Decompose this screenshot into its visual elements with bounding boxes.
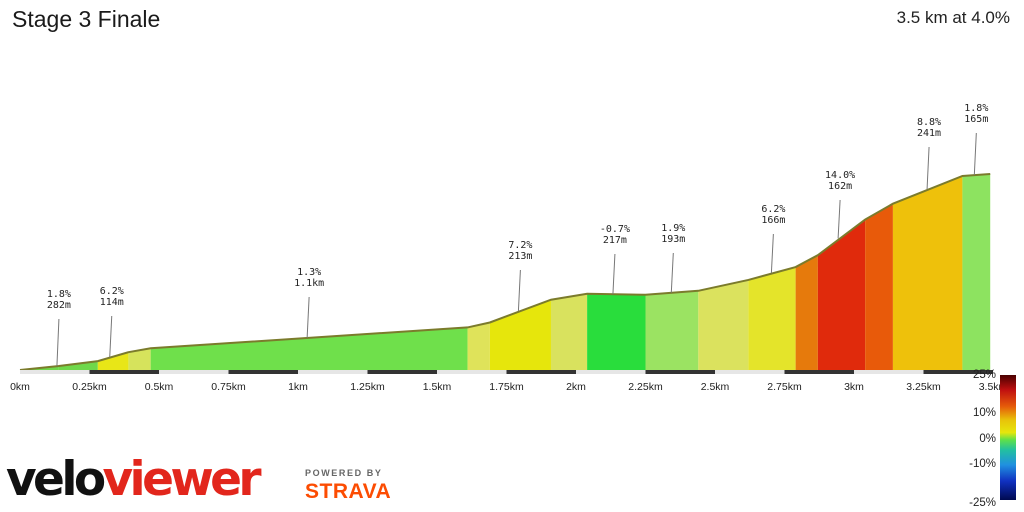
chart-title: Stage 3 Finale [12, 6, 161, 32]
annotation-length: 1.1km [294, 278, 324, 289]
profile-segment [97, 352, 129, 370]
annotation-grade: 1.8% [47, 289, 71, 300]
annotation-leader [306, 296, 310, 338]
axis-block [923, 370, 993, 374]
profile-segment [795, 255, 818, 370]
annotation-leader [612, 253, 616, 295]
logo-viewer: viewer [102, 452, 262, 507]
annotation-length: 162m [828, 181, 852, 192]
annotation-length: 241m [917, 128, 941, 139]
x-tick-label: 1.5km [423, 381, 452, 393]
legend-label: 0% [979, 433, 996, 445]
axis-block [298, 370, 368, 374]
x-tick-label: 3.25km [906, 381, 941, 393]
profile-segment [748, 267, 796, 370]
strava-logo: STRAVA [305, 480, 392, 503]
annotation-length: 193m [661, 234, 685, 245]
grade-annotations: 1.8%282m6.2%114m1.3%1.1km7.2%213m-0.7%21… [47, 103, 988, 367]
axis-block [715, 370, 785, 374]
gradient-legend-labels: 25% 10% 0% -10% -25% [969, 369, 996, 509]
legend-label: -25% [969, 497, 996, 509]
axis-block [89, 370, 159, 374]
profile-segment [698, 279, 749, 370]
annotation-grade: 6.2% [100, 286, 124, 297]
profile-segments [20, 174, 991, 370]
axis-block [645, 370, 715, 374]
x-tick-label: 2.25km [628, 381, 663, 393]
annotation-grade: 14.0% [825, 170, 855, 181]
annotation-leader [56, 318, 60, 367]
annotation-length: 114m [100, 297, 124, 308]
legend-label: 10% [973, 407, 996, 419]
axis-block [228, 370, 298, 374]
annotation-length: 165m [964, 114, 988, 125]
annotation-leader [926, 146, 930, 190]
distance-tick-labels: 0km 0.25km 0.5km 0.75km 1km 1.25km 1.5km 1.75km… [10, 381, 1007, 393]
annotation-leader [973, 132, 977, 176]
legend-label: 25% [973, 369, 996, 381]
axis-block [367, 370, 437, 374]
annotation-grade: 8.8% [917, 117, 941, 128]
axis-block [506, 370, 576, 374]
profile-outline [19, 173, 991, 371]
profile-segment [467, 322, 490, 370]
annotation-grade: 6.2% [761, 204, 785, 215]
x-tick-label: 3km [844, 381, 864, 393]
powered-by-strava-badge: POWERED BY STRAVA [305, 468, 391, 504]
gradient-legend: 25% 10% 0% -10% -25% [969, 369, 1016, 509]
x-tick-label: 0.5km [145, 381, 174, 393]
annotation-length: 213m [508, 251, 532, 262]
x-tick-label: 0.25km [72, 381, 107, 393]
x-tick-label: 2km [566, 381, 586, 393]
powered-by-text: POWERED BY [305, 468, 383, 478]
x-tick-label: 2.75km [767, 381, 802, 393]
annotation-length: 282m [47, 300, 71, 311]
annotation-grade: -0.7% [600, 224, 630, 235]
veloviewer-logo: veloviewer [6, 448, 262, 512]
axis-block [576, 370, 646, 374]
profile-segment [587, 293, 646, 370]
annotation-leader [670, 252, 674, 293]
profile-segment [128, 348, 151, 370]
legend-label: -10% [969, 458, 996, 470]
profile-segment [645, 290, 699, 370]
axis-block [159, 370, 229, 374]
annotation-grade: 7.2% [508, 240, 532, 251]
gradient-legend-bar [1000, 375, 1016, 500]
x-tick-label: 1km [288, 381, 308, 393]
logo-velo: velo [6, 452, 106, 507]
annotation-length: 166m [761, 215, 785, 226]
annotation-grade: 1.3% [297, 267, 321, 278]
profile-segment [817, 219, 866, 370]
axis-block [854, 370, 924, 374]
axis-block [784, 370, 854, 374]
axis-block [20, 370, 90, 374]
x-tick-label: 0km [10, 381, 30, 393]
x-tick-label: 2.5km [701, 381, 730, 393]
annotation-leader [770, 233, 774, 274]
climb-summary: 3.5 km at 4.0% [896, 8, 1010, 27]
x-tick-label: 0.75km [211, 381, 246, 393]
distance-axis-bar [20, 370, 993, 374]
annotation-leader [517, 269, 521, 312]
profile-segment [150, 327, 468, 370]
annotation-leader [837, 199, 841, 239]
profile-segment [962, 174, 991, 370]
annotation-grade: 1.8% [964, 103, 988, 114]
annotation-grade: 1.9% [661, 223, 685, 234]
profile-segment [865, 203, 893, 370]
profile-segment [550, 293, 588, 370]
axis-block [437, 370, 507, 374]
annotation-leader [109, 315, 113, 358]
annotation-length: 217m [603, 235, 627, 246]
x-tick-label: 1.25km [350, 381, 385, 393]
profile-segment [892, 175, 963, 370]
x-tick-label: 1.75km [489, 381, 524, 393]
